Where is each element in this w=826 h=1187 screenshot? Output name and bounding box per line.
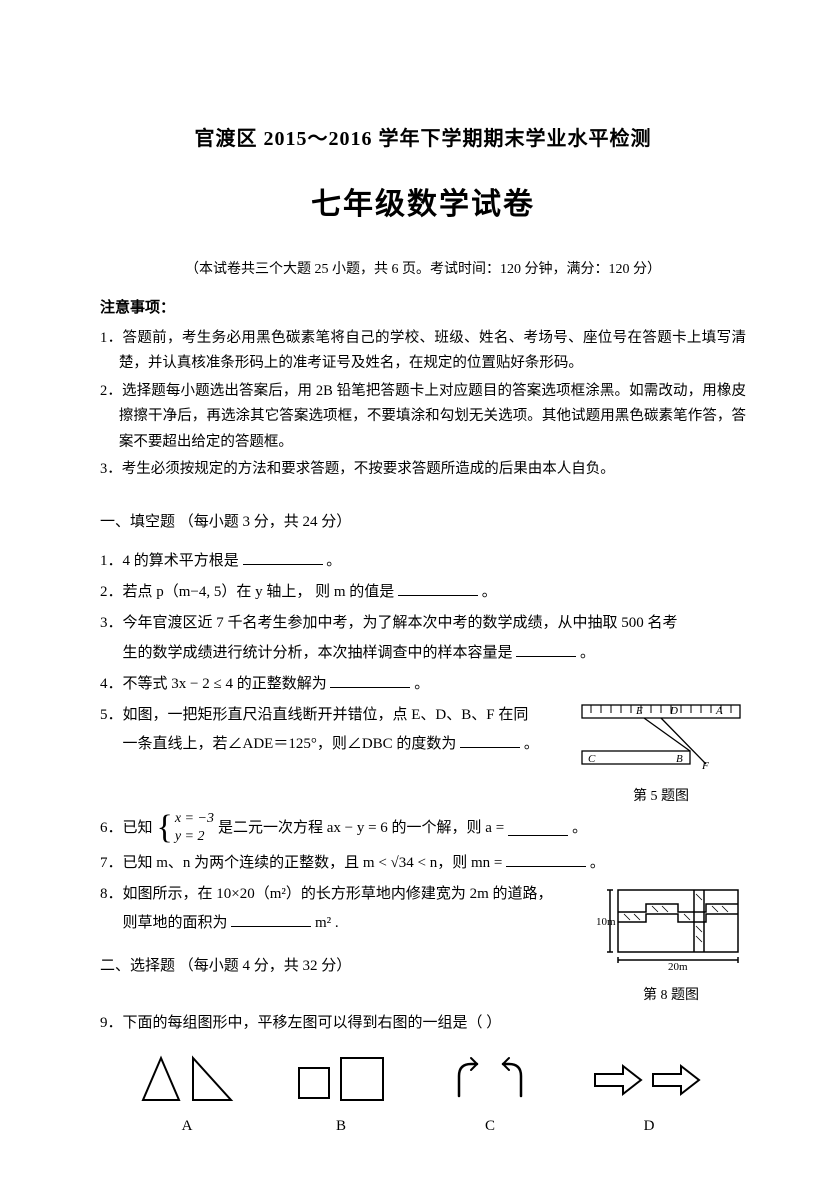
question-8: 8．如图所示，在 10×20（m²）的长方形草地内修建宽为 2m 的道路， 则草… bbox=[100, 880, 596, 992]
squares-icon bbox=[291, 1052, 391, 1104]
question-5-row: 5．如图，一把矩形直尺沿直线断开并错位，点 E、D、B、F 在同 一条直线上，若… bbox=[100, 701, 746, 810]
q8-line1: 8．如图所示，在 10×20（m²）的长方形草地内修建宽为 2m 的道路， bbox=[100, 886, 553, 902]
lawn-path-diagram-icon: 10m 20m bbox=[596, 880, 746, 970]
q3-blank bbox=[516, 641, 576, 657]
question-9: 9．下面的每组图形中，平移左图可以得到右图的一组是（ ） bbox=[100, 1009, 746, 1038]
question-6: 6．已知 { x = −3 y = 2 是二元一次方程 ax − y = 6 的… bbox=[100, 810, 746, 846]
svg-text:10m: 10m bbox=[596, 916, 616, 928]
question-5: 5．如图，一把矩形直尺沿直线断开并错位，点 E、D、B、F 在同 一条直线上，若… bbox=[100, 701, 576, 760]
q8-caption: 第 8 题图 bbox=[596, 983, 746, 1010]
q8-blank bbox=[231, 911, 311, 927]
q3-period: 。 bbox=[580, 645, 595, 661]
q7-text: 7．已知 m、n 为两个连续的正整数，且 m < √34 < n，则 mn = bbox=[100, 855, 502, 871]
question-2: 2．若点 p（m−4, 5）在 y 轴上， 则 m 的值是 。 bbox=[100, 578, 746, 607]
svg-text:C: C bbox=[588, 753, 596, 765]
svg-text:D: D bbox=[669, 705, 678, 717]
question-4: 4．不等式 3x − 2 ≤ 4 的正整数解为 。 bbox=[100, 670, 746, 699]
exam-info: （本试卷共三个大题 25 小题，共 6 页。考试时间：120 分钟，满分：120… bbox=[100, 257, 746, 284]
q9-text: 9．下面的每组图形中，平移左图可以得到右图的一组是（ ） bbox=[100, 1015, 501, 1031]
block-arrows-icon bbox=[589, 1052, 709, 1104]
q8-line2: 则草地的面积为 bbox=[123, 915, 228, 931]
q3-line1: 3．今年官渡区近 7 千名考生参加中考，为了解本次中考的数学成绩，从中抽取 50… bbox=[100, 615, 678, 631]
section-1-title: 一、填空题 （每小题 3 分，共 24 分） bbox=[100, 508, 746, 537]
curved-arrows-icon bbox=[445, 1052, 535, 1104]
q6-pre: 6．已知 bbox=[100, 814, 153, 843]
svg-text:20m: 20m bbox=[668, 961, 688, 970]
q6-case2: y = 2 bbox=[175, 828, 214, 846]
question-7: 7．已知 m、n 为两个连续的正整数，且 m < √34 < n，则 mn = … bbox=[100, 849, 746, 878]
q9-opt-d: D bbox=[589, 1052, 709, 1141]
notes-title: 注意事项： bbox=[100, 294, 746, 323]
q4-blank bbox=[330, 672, 410, 688]
q5-figure: E D A C B F 第 5 题图 bbox=[576, 701, 746, 810]
q9-opt-c-label: C bbox=[485, 1112, 495, 1141]
brace-icon: { bbox=[157, 811, 173, 845]
q5-blank bbox=[460, 732, 520, 748]
q9-opt-b-label: B bbox=[336, 1112, 346, 1141]
question-1: 1．4 的算术平方根是 。 bbox=[100, 547, 746, 576]
q7-blank bbox=[506, 851, 586, 867]
q5-caption: 第 5 题图 bbox=[576, 784, 746, 811]
header-line1: 官渡区 2015～2016 学年下学期期末学业水平检测 bbox=[100, 120, 746, 158]
q8-unit: m² . bbox=[315, 915, 339, 931]
q9-opt-c: C bbox=[445, 1052, 535, 1141]
svg-text:A: A bbox=[715, 705, 723, 717]
question-3: 3．今年官渡区近 7 千名考生参加中考，为了解本次中考的数学成绩，从中抽取 50… bbox=[100, 609, 746, 668]
svg-text:E: E bbox=[635, 705, 643, 717]
q1-period: 。 bbox=[326, 553, 341, 569]
q9-opt-a-label: A bbox=[182, 1112, 193, 1141]
q2-blank bbox=[398, 580, 478, 596]
q6-blank bbox=[508, 820, 568, 836]
section-2-title: 二、选择题 （每小题 4 分，共 32 分） bbox=[123, 952, 589, 981]
q6-case1: x = −3 bbox=[175, 810, 214, 828]
q9-options: A B C bbox=[100, 1052, 746, 1141]
q4-period: 。 bbox=[414, 676, 429, 692]
ruler-diagram-icon: E D A C B F bbox=[576, 701, 746, 771]
q1-blank bbox=[243, 549, 323, 565]
q6-mid: 是二元一次方程 ax − y = 6 的一个解，则 a = bbox=[218, 814, 504, 843]
q5-line2: 一条直线上，若∠ADE＝125°，则∠DBC 的度数为 bbox=[123, 736, 457, 752]
q1-text: 1．4 的算术平方根是 bbox=[100, 553, 239, 569]
header-title: 七年级数学试卷 bbox=[100, 176, 746, 233]
note-1: 1．答题前，考生务必用黑色碳素笔将自己的学校、班级、姓名、考场号、座位号在答题卡… bbox=[100, 326, 746, 377]
svg-text:B: B bbox=[676, 753, 683, 765]
q9-opt-d-label: D bbox=[644, 1112, 655, 1141]
q3-line2: 生的数学成绩进行统计分析，本次抽样调查中的样本容量是 bbox=[123, 645, 513, 661]
q5-line1: 5．如图，一把矩形直尺沿直线断开并错位，点 E、D、B、F 在同 bbox=[100, 707, 528, 723]
q7-period: 。 bbox=[590, 855, 605, 871]
q4-text: 4．不等式 3x − 2 ≤ 4 的正整数解为 bbox=[100, 676, 327, 692]
exam-page: 官渡区 2015～2016 学年下学期期末学业水平检测 七年级数学试卷 （本试卷… bbox=[0, 0, 826, 1187]
note-2: 2．选择题每小题选出答案后，用 2B 铅笔把答题卡上对应题目的答案选项框涂黑。如… bbox=[100, 379, 746, 455]
q2-text: 2．若点 p（m−4, 5）在 y 轴上， 则 m 的值是 bbox=[100, 584, 394, 600]
triangles-icon bbox=[137, 1052, 237, 1104]
q9-opt-a: A bbox=[137, 1052, 237, 1141]
question-8-row: 8．如图所示，在 10×20（m²）的长方形草地内修建宽为 2m 的道路， 则草… bbox=[100, 880, 746, 1009]
q8-figure: 10m 20m 第 8 题图 bbox=[596, 880, 746, 1009]
q5-period: 。 bbox=[524, 736, 539, 752]
q6-cases: { x = −3 y = 2 bbox=[157, 810, 214, 846]
q2-period: 。 bbox=[482, 584, 497, 600]
note-3: 3．考生必须按规定的方法和要求答题，不按要求答题所造成的后果由本人自负。 bbox=[100, 457, 746, 482]
q9-opt-b: B bbox=[291, 1052, 391, 1141]
svg-text:F: F bbox=[701, 760, 709, 771]
q6-period: 。 bbox=[572, 814, 587, 843]
